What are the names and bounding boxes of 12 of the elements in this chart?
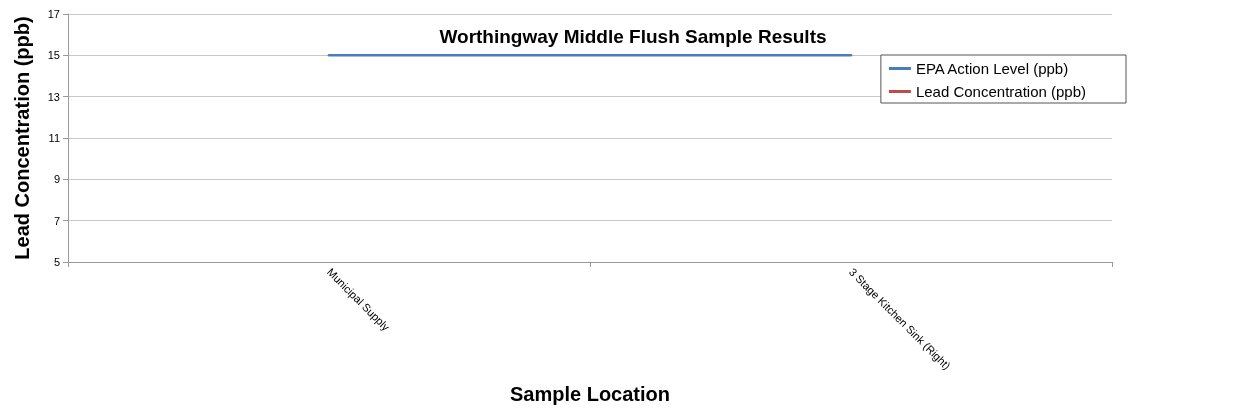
y-tick-label: 13: [47, 90, 60, 103]
text: Worthingway Middle Flush Sample Results: [439, 26, 827, 47]
legend-label: Lead Concentration (ppb): [915, 83, 1087, 100]
legend-label: EPA Action Level (ppb): [915, 60, 1069, 77]
y-tick-label: 17: [47, 8, 60, 20]
y-axis-title: Lead Concentration (ppb): [11, 16, 33, 260]
y-tick-label: 11: [48, 132, 60, 144]
x-axis-title: Sample Location: [509, 383, 671, 405]
y-tick-label: 7: [53, 214, 60, 227]
y-tick-label: 9: [53, 173, 60, 186]
y-tick-label: 15: [47, 49, 60, 62]
y-tick-label: 5: [53, 256, 60, 268]
